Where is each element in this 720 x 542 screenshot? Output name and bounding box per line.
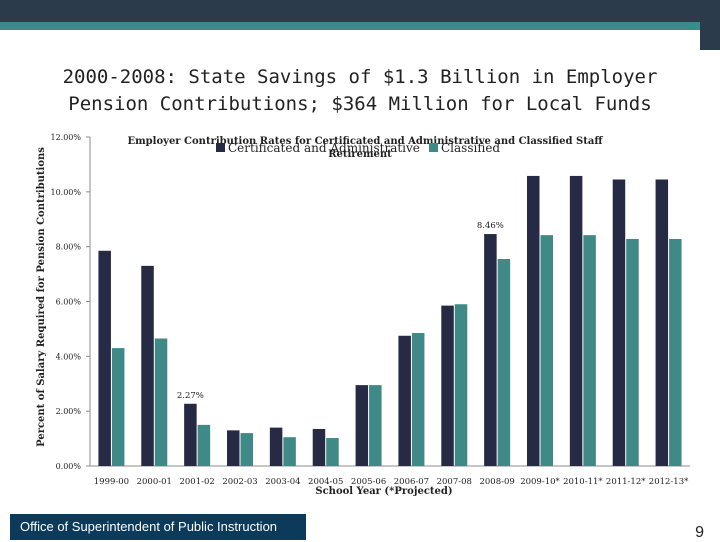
x-tick-label: 2001-02 — [179, 477, 214, 487]
x-tick-label: 2011-12* — [606, 477, 646, 487]
legend-label-classified: Classified — [441, 141, 500, 155]
header-corner-block — [700, 0, 720, 50]
x-tick-label: 2009-10* — [520, 477, 560, 487]
x-tick-label: 2003-04 — [265, 477, 300, 487]
slide-title-line2: Pension Contributions; $364 Million for … — [68, 93, 652, 115]
bar-classified — [197, 424, 211, 466]
x-tick-label: 2007-08 — [437, 477, 472, 487]
data-labels: 2.27% 8.46% — [177, 221, 504, 401]
bar-classified — [454, 304, 468, 466]
y-tick-label: 0.00% — [56, 462, 82, 471]
bar-certificated — [184, 403, 197, 466]
x-tick-label: 1999-00 — [94, 477, 129, 487]
x-tick-label: 2010-11* — [563, 477, 603, 487]
y-tick-label: 10.00% — [50, 188, 81, 197]
x-tick-label: 2004-05 — [308, 477, 343, 487]
bar-classified — [497, 259, 511, 466]
bar-certificated — [441, 305, 454, 466]
bar-certificated — [312, 428, 326, 466]
slide-title: 2000-2008: State Savings of $1.3 Billion… — [40, 64, 680, 118]
bar-certificated — [355, 385, 369, 466]
bar-certificated — [484, 234, 497, 466]
chart-title-line1: Employer Contribution Rates for Certific… — [127, 136, 603, 147]
legend-swatch-classified — [429, 143, 438, 152]
bar-certificated — [655, 179, 669, 466]
bar-certificated — [269, 427, 283, 466]
y-tick-label: 8.00% — [56, 243, 82, 252]
bar-classified — [540, 235, 553, 466]
y-tick-label: 6.00% — [56, 298, 82, 307]
data-label: 2.27% — [177, 391, 204, 401]
bar-certificated — [398, 335, 411, 466]
x-tick-label: 2005-06 — [351, 477, 386, 487]
bar-classified — [411, 333, 425, 466]
bar-classified — [326, 438, 339, 466]
bar-certificated — [569, 175, 583, 466]
bar-classified — [369, 385, 382, 466]
bar-classified — [626, 238, 639, 466]
header-accent-stripe — [0, 22, 700, 30]
bar-classified — [583, 235, 596, 466]
bar-classified — [154, 338, 168, 466]
x-tick-label: 2000-01 — [137, 477, 172, 487]
footer-bar: Office of Superintendent of Public Instr… — [10, 514, 306, 540]
x-tick-label: 2006-07 — [394, 477, 429, 487]
bar-certificated — [141, 265, 154, 466]
y-axis-label: Percent of Salary Required for Pension C… — [36, 147, 47, 447]
y-tick-label: 4.00% — [56, 352, 82, 361]
legend-label-certificated: Certificated and Administrative — [228, 141, 420, 155]
chart-legend: Certificated and Administrative Classifi… — [216, 141, 500, 155]
bar-classified — [111, 348, 125, 466]
bar-certificated — [527, 175, 540, 466]
x-tick-label: 2012-13* — [649, 477, 689, 487]
footer-org-name: Office of Superintendent of Public Instr… — [20, 519, 278, 534]
y-tick-label: 2.00% — [56, 407, 82, 416]
data-label: 8.46% — [477, 221, 504, 231]
x-tick-labels: 1999-00 2000-01 2001-02 2002-03 2003-04 2004-… — [94, 477, 689, 487]
bar-classified — [283, 437, 296, 466]
bar-certificated — [98, 250, 111, 466]
chart-title-line2: Retirement — [328, 149, 392, 160]
bar-classified — [240, 433, 253, 466]
y-tick-labels: 0.00% 2.00% 4.00% 6.00% 8.00% 10.00% 12.00% — [50, 133, 90, 471]
x-tick-label: 2008-09 — [479, 477, 514, 487]
x-axis-label: School Year (*Projected) — [315, 486, 452, 497]
bar-marks — [98, 175, 682, 466]
bar-certificated — [227, 430, 240, 466]
slide-title-line1: 2000-2008: State Savings of $1.3 Billion… — [62, 66, 658, 88]
bar-classified — [669, 238, 682, 466]
y-tick-label: 12.00% — [50, 133, 81, 142]
bar-certificated — [612, 179, 626, 466]
slide-number: 9 — [695, 524, 704, 541]
legend-swatch-certificated — [216, 143, 225, 152]
chart-axes — [89, 137, 690, 467]
x-tick-label: 2002-03 — [222, 477, 257, 487]
